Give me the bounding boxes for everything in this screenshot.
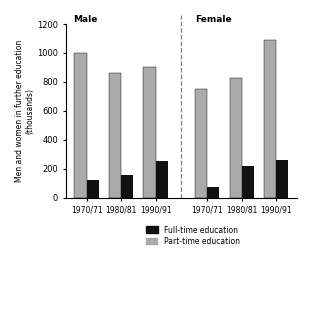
- Text: Male: Male: [73, 15, 97, 24]
- Bar: [144, 67, 155, 197]
- Bar: [75, 53, 86, 197]
- Bar: [230, 77, 242, 197]
- Bar: [264, 40, 276, 197]
- Bar: [155, 161, 168, 197]
- Bar: [276, 160, 288, 197]
- Y-axis label: Men and women in further education
(thousands): Men and women in further education (thou…: [15, 40, 34, 182]
- Legend: Full-time education, Part-time education: Full-time education, Part-time education: [146, 226, 240, 246]
- Bar: [242, 166, 254, 197]
- Bar: [109, 73, 121, 197]
- Bar: [121, 175, 133, 197]
- Bar: [86, 180, 99, 197]
- Text: Female: Female: [195, 15, 232, 24]
- Bar: [195, 89, 207, 197]
- Bar: [207, 188, 219, 197]
